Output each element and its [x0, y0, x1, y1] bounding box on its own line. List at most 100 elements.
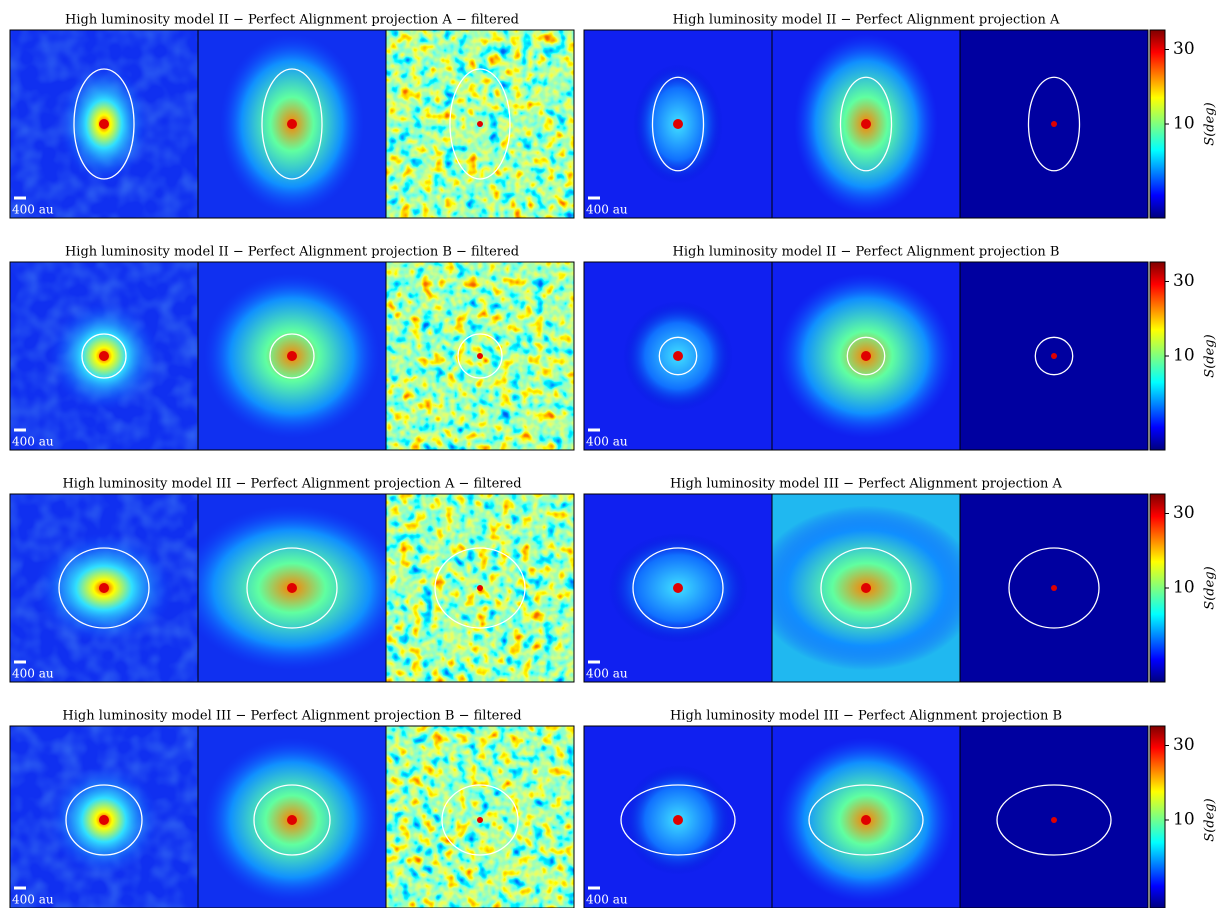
- map-image: [386, 726, 574, 908]
- colorbar-tick-label: 10: [1173, 810, 1195, 830]
- panel-title: High luminosity model III − Perfect Alig…: [670, 709, 1062, 724]
- page: High luminosity model II − Perfect Align…: [0, 0, 1225, 908]
- map-image: [10, 262, 198, 450]
- map-image: [386, 494, 574, 682]
- map-image: [10, 30, 198, 218]
- map-image: [584, 494, 772, 682]
- map-panel: [772, 262, 960, 450]
- map-panel: [584, 726, 772, 908]
- map-panel: [10, 262, 198, 450]
- panel-title: High luminosity model II − Perfect Align…: [673, 13, 1060, 28]
- map-image: [960, 726, 1148, 908]
- map-panel: [960, 262, 1148, 450]
- map-panel: [198, 262, 386, 450]
- map-panel: [960, 726, 1148, 908]
- peak: [99, 815, 109, 825]
- map-panel: [10, 30, 198, 218]
- peak: [287, 815, 297, 825]
- map-panel: [180, 494, 404, 682]
- peak: [477, 353, 483, 359]
- map-panel: [584, 262, 772, 450]
- panel-title: High luminosity model II − Perfect Align…: [673, 245, 1060, 260]
- colorbar: [1150, 262, 1165, 450]
- scale-label: 400 au: [586, 893, 628, 907]
- scale-label: 400 au: [586, 435, 628, 449]
- scale-label: 400 au: [12, 435, 54, 449]
- colorbar-tick-label: 10: [1173, 346, 1195, 366]
- map-image: [960, 494, 1148, 682]
- map-panel: [386, 726, 574, 908]
- map-panel: [198, 726, 386, 908]
- map-image: [772, 262, 960, 450]
- figure: High luminosity model II − Perfect Align…: [0, 0, 1225, 908]
- map-image: [584, 726, 772, 908]
- map-panel: [960, 494, 1148, 682]
- peak: [99, 583, 109, 593]
- peak: [1051, 585, 1057, 591]
- colorbar-label: S(deg): [1203, 566, 1218, 609]
- map-panel: [754, 494, 978, 682]
- peak: [861, 351, 871, 361]
- colorbar: [1150, 726, 1165, 908]
- peak: [99, 351, 109, 361]
- map-image: [198, 262, 386, 450]
- panel-title: High luminosity model III − Perfect Alig…: [62, 477, 521, 492]
- map-panel: [772, 726, 960, 908]
- colorbar-label: S(deg): [1203, 798, 1218, 841]
- colorbar-tick-label: 30: [1173, 735, 1195, 755]
- map-image: [960, 262, 1148, 450]
- colorbar-tick-label: 30: [1173, 503, 1195, 523]
- map-image: [198, 30, 386, 218]
- map-image: [584, 30, 772, 218]
- map-image: [960, 30, 1148, 218]
- colorbar: [1150, 494, 1165, 682]
- colorbar-tick-label: 30: [1173, 271, 1195, 291]
- peak: [477, 817, 483, 823]
- peak: [673, 583, 683, 593]
- map-image: [584, 262, 772, 450]
- scale-label: 400 au: [12, 667, 54, 681]
- panel-title: High luminosity model III − Perfect Alig…: [62, 709, 521, 724]
- scale-label: 400 au: [586, 667, 628, 681]
- peak: [287, 351, 297, 361]
- peak: [861, 583, 871, 593]
- peak: [477, 585, 483, 591]
- peak: [673, 119, 683, 129]
- peak: [1051, 353, 1057, 359]
- peak: [287, 119, 297, 129]
- scale-label: 400 au: [12, 203, 54, 217]
- peak: [861, 119, 871, 129]
- scale-label: 400 au: [586, 203, 628, 217]
- map-image: [754, 494, 978, 682]
- peak: [1051, 121, 1057, 127]
- peak: [1051, 817, 1057, 823]
- map-panel: [772, 30, 960, 218]
- scale-label: 400 au: [12, 893, 54, 907]
- peak: [477, 121, 483, 127]
- map-image: [10, 726, 198, 908]
- map-panel: [386, 494, 574, 682]
- colorbar-label: S(deg): [1203, 102, 1218, 145]
- map-panel: [10, 494, 198, 682]
- map-panel: [386, 262, 574, 450]
- colorbar: [1150, 30, 1165, 218]
- colorbar-tick-label: 30: [1173, 39, 1195, 59]
- map-image: [386, 262, 574, 450]
- panel-title: High luminosity model III − Perfect Alig…: [670, 477, 1063, 492]
- map-panel: [10, 726, 198, 908]
- peak: [673, 815, 683, 825]
- map-image: [198, 726, 386, 908]
- peak: [287, 583, 297, 593]
- map-panel: [386, 30, 574, 218]
- map-panel: [960, 30, 1148, 218]
- map-panel: [198, 30, 386, 218]
- map-image: [10, 494, 198, 682]
- peak: [673, 351, 683, 361]
- panel-title: High luminosity model II − Perfect Align…: [65, 245, 519, 260]
- map-image: [772, 726, 960, 908]
- map-panel: [584, 494, 772, 682]
- colorbar-tick-label: 10: [1173, 578, 1195, 598]
- peak: [99, 119, 109, 129]
- peak: [861, 815, 871, 825]
- map-panel: [584, 30, 772, 218]
